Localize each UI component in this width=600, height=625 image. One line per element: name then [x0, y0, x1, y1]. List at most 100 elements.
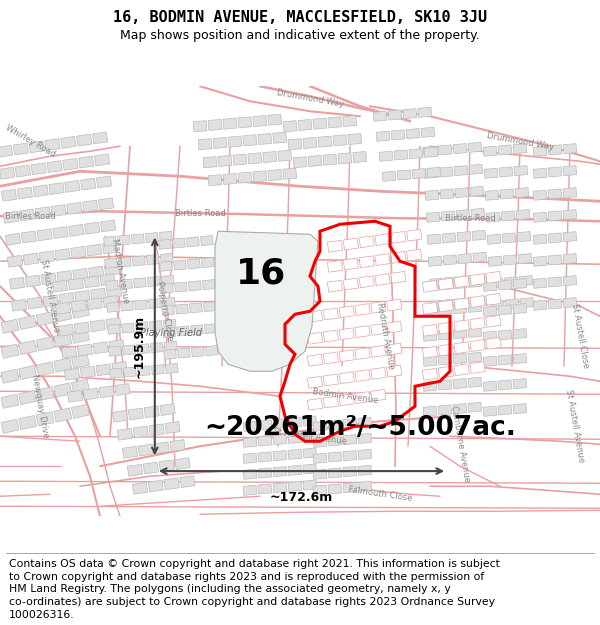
Polygon shape	[288, 465, 302, 476]
Polygon shape	[424, 168, 438, 178]
Polygon shape	[423, 356, 437, 366]
Polygon shape	[489, 278, 503, 288]
Polygon shape	[148, 299, 161, 309]
Polygon shape	[438, 278, 454, 290]
Polygon shape	[339, 350, 355, 362]
Polygon shape	[263, 151, 277, 162]
Polygon shape	[328, 468, 342, 478]
Polygon shape	[144, 406, 160, 418]
Polygon shape	[425, 190, 439, 200]
Polygon shape	[127, 464, 143, 476]
Polygon shape	[115, 384, 130, 396]
Polygon shape	[445, 299, 459, 309]
Polygon shape	[438, 380, 452, 390]
Polygon shape	[154, 442, 169, 454]
Polygon shape	[533, 256, 547, 266]
Text: Birtles Road: Birtles Road	[175, 209, 226, 217]
Polygon shape	[203, 302, 216, 312]
Polygon shape	[382, 171, 396, 181]
Polygon shape	[258, 468, 272, 478]
Polygon shape	[533, 300, 547, 310]
Polygon shape	[19, 209, 34, 221]
Polygon shape	[505, 299, 519, 309]
Polygon shape	[438, 322, 454, 334]
Polygon shape	[19, 416, 37, 429]
Polygon shape	[533, 234, 547, 244]
Text: Falmouth Close: Falmouth Close	[347, 485, 413, 503]
Polygon shape	[498, 330, 512, 340]
Polygon shape	[278, 150, 292, 161]
Polygon shape	[483, 356, 497, 366]
Polygon shape	[426, 213, 440, 222]
Polygon shape	[13, 143, 28, 155]
Polygon shape	[438, 366, 454, 378]
Polygon shape	[146, 254, 159, 264]
Polygon shape	[438, 305, 452, 315]
Polygon shape	[358, 465, 371, 476]
Polygon shape	[54, 408, 72, 422]
Polygon shape	[133, 482, 148, 494]
Polygon shape	[4, 211, 19, 223]
Polygon shape	[438, 280, 452, 290]
Polygon shape	[313, 453, 327, 463]
Polygon shape	[379, 151, 393, 161]
Polygon shape	[339, 394, 355, 406]
Polygon shape	[288, 139, 302, 150]
Polygon shape	[268, 169, 281, 181]
Polygon shape	[500, 189, 514, 199]
Polygon shape	[397, 170, 411, 180]
Polygon shape	[563, 298, 577, 308]
Polygon shape	[243, 135, 257, 146]
Polygon shape	[160, 231, 172, 241]
Polygon shape	[453, 354, 467, 364]
Polygon shape	[21, 231, 37, 243]
Text: Whirley Road: Whirley Road	[4, 123, 56, 159]
Polygon shape	[52, 281, 68, 292]
Polygon shape	[151, 342, 163, 352]
Polygon shape	[307, 311, 323, 322]
Polygon shape	[258, 420, 272, 430]
Polygon shape	[376, 131, 390, 141]
Polygon shape	[484, 168, 498, 178]
Polygon shape	[328, 452, 342, 462]
Text: Birtles Road: Birtles Road	[5, 212, 55, 221]
Polygon shape	[37, 229, 52, 241]
Polygon shape	[73, 268, 88, 280]
Polygon shape	[243, 485, 257, 495]
Polygon shape	[468, 352, 482, 362]
Polygon shape	[103, 242, 118, 254]
Polygon shape	[307, 354, 323, 366]
Polygon shape	[273, 482, 287, 492]
Polygon shape	[371, 368, 386, 379]
Text: Camborne Avenue: Camborne Avenue	[449, 405, 471, 483]
Polygon shape	[80, 178, 96, 190]
Polygon shape	[308, 156, 322, 166]
Polygon shape	[498, 280, 512, 290]
Polygon shape	[238, 117, 252, 128]
Polygon shape	[71, 379, 89, 393]
Polygon shape	[353, 151, 367, 162]
Polygon shape	[391, 231, 406, 243]
Polygon shape	[215, 231, 318, 371]
Text: Birtles Road: Birtles Road	[445, 214, 496, 222]
Polygon shape	[455, 188, 469, 198]
Polygon shape	[343, 451, 357, 461]
Polygon shape	[258, 134, 272, 144]
Polygon shape	[548, 299, 562, 309]
Polygon shape	[202, 258, 214, 268]
Polygon shape	[339, 328, 355, 340]
Polygon shape	[323, 308, 338, 320]
Polygon shape	[84, 276, 100, 288]
Polygon shape	[107, 302, 119, 312]
Polygon shape	[391, 271, 406, 283]
Polygon shape	[386, 321, 402, 333]
Polygon shape	[122, 446, 137, 458]
Text: to Crown copyright and database rights 2023 and is reproduced with the permissio: to Crown copyright and database rights 2…	[9, 571, 484, 581]
Polygon shape	[458, 254, 472, 264]
Polygon shape	[563, 144, 577, 154]
Polygon shape	[67, 391, 83, 402]
Polygon shape	[41, 273, 56, 285]
Polygon shape	[36, 412, 54, 426]
Polygon shape	[563, 232, 577, 242]
Text: HM Land Registry. The polygons (including the associated geometry, namely x, y: HM Land Registry. The polygons (includin…	[9, 584, 451, 594]
